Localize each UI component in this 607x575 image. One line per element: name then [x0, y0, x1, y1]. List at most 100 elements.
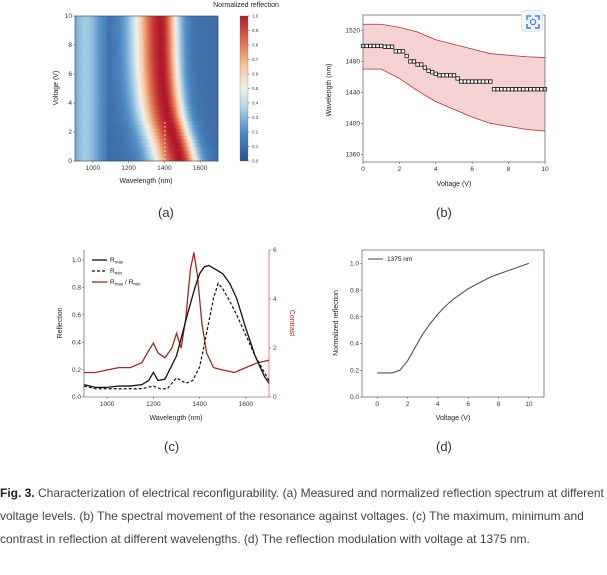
heatmap-cell	[170, 139, 173, 144]
heatmap-cell	[110, 92, 114, 97]
heatmap-cell	[106, 45, 110, 49]
heatmap-cell	[156, 124, 159, 129]
heatmap-cell	[140, 48, 143, 53]
legend-label-rmax: Rmax	[110, 257, 124, 265]
heatmap-cell	[94, 84, 98, 89]
heatmap-cell	[90, 45, 94, 49]
heatmap-cell	[134, 88, 137, 93]
heatmap-cell	[210, 81, 213, 86]
heatmap-cell	[178, 92, 181, 97]
heatmap-cell	[126, 74, 129, 78]
heatmap-cell	[168, 88, 171, 93]
heatmap-cell	[144, 63, 147, 68]
heatmap-cell	[75, 30, 78, 35]
heatmap-cell	[82, 121, 86, 126]
heatmap-cell	[122, 26, 125, 31]
heatmap-cell	[178, 153, 181, 158]
heatmap-cell	[180, 34, 183, 39]
heatmap-cell	[112, 45, 116, 49]
heatmap-cell	[200, 99, 203, 104]
heatmap-cell	[94, 26, 98, 31]
heatmap-cell	[92, 41, 96, 46]
heatmap-cell	[138, 37, 141, 42]
heatmap-cell	[132, 23, 135, 28]
heatmap-cell	[84, 153, 88, 158]
heatmap-cell	[178, 142, 181, 147]
heatmap-cell	[104, 139, 108, 144]
heatmap-cell	[202, 128, 205, 133]
heatmap-cell	[216, 55, 219, 60]
heatmap-cell	[110, 121, 114, 126]
heatmap-cell	[148, 16, 151, 20]
heatmap-cell	[114, 26, 118, 31]
heatmap-cell	[206, 34, 209, 39]
heatmap-cell	[150, 48, 153, 53]
heatmap-cell	[112, 34, 116, 39]
heatmap-cell	[162, 84, 165, 89]
heatmap-cell	[82, 34, 86, 39]
heatmap-cell	[108, 92, 112, 97]
heatmap-cell	[172, 74, 175, 78]
heatmap-cell	[76, 63, 80, 68]
heatmap-cell	[130, 48, 133, 53]
heatmap-cell	[130, 150, 133, 155]
heatmap-cell	[190, 150, 193, 155]
heatmap-cell	[160, 113, 163, 118]
heatmap-cell	[194, 48, 197, 53]
heatmap-cell	[136, 103, 139, 107]
heatmap-cell	[148, 117, 151, 122]
heatmap-cell	[172, 142, 175, 147]
heatmap-cell	[184, 41, 187, 46]
heatmap-cell	[136, 59, 139, 64]
heatmap-cell	[164, 153, 167, 158]
heatmap-cell	[178, 77, 181, 82]
heatmap-cell	[182, 135, 185, 140]
heatmap-cell	[182, 66, 185, 71]
heatmap-cell	[98, 113, 102, 118]
heatmap-cell	[202, 70, 205, 75]
heatmap-cell	[176, 150, 179, 155]
heatmap-cell	[206, 99, 209, 104]
heatmap-cell	[136, 99, 139, 104]
heatmap-cell	[194, 135, 197, 140]
heatmap-cell	[76, 81, 80, 86]
heatmap-cell	[166, 16, 169, 20]
heatmap-cell	[138, 128, 141, 133]
heatmap-cell	[188, 70, 191, 75]
heatmap-cell	[76, 52, 80, 57]
heatmap-cell	[102, 19, 106, 24]
heatmap-cell	[150, 41, 153, 46]
heatmap-cell	[178, 59, 181, 64]
heatmap-cell	[144, 81, 147, 86]
heatmap-cell	[182, 55, 185, 60]
heatmap-cell	[82, 81, 86, 86]
heatmap-cell	[184, 150, 187, 155]
heatmap-cell	[86, 88, 90, 93]
heatmap-cell	[166, 23, 169, 28]
heatmap-cell	[118, 106, 121, 111]
heatmap-cell	[136, 81, 139, 86]
expand-scan-icon[interactable]	[521, 10, 543, 32]
heatmap-cell	[112, 77, 116, 82]
heatmap-cell	[126, 113, 129, 118]
heatmap-cell	[104, 124, 108, 129]
heatmap-cell	[176, 63, 179, 68]
heatmap-cell	[140, 99, 143, 104]
heatmap-cell	[154, 135, 157, 140]
heatmap-cell	[136, 23, 139, 28]
heatmap-cell	[182, 99, 185, 104]
heatmap-cell	[118, 77, 121, 82]
heatmap-cell	[110, 132, 114, 136]
heatmap-cell	[96, 37, 100, 42]
heatmap-cell	[80, 95, 84, 100]
heatmap-cell	[94, 16, 98, 20]
heatmap-cell	[112, 63, 116, 68]
heatmap-cell	[166, 121, 169, 126]
heatmap-cell	[192, 117, 195, 122]
heatmap-cell	[186, 74, 189, 78]
heatmap-cell	[184, 23, 187, 28]
heatmap-cell	[126, 26, 129, 31]
heatmap-cell	[168, 103, 171, 107]
heatmap-cell	[106, 34, 110, 39]
heatmap-cell	[88, 45, 92, 49]
